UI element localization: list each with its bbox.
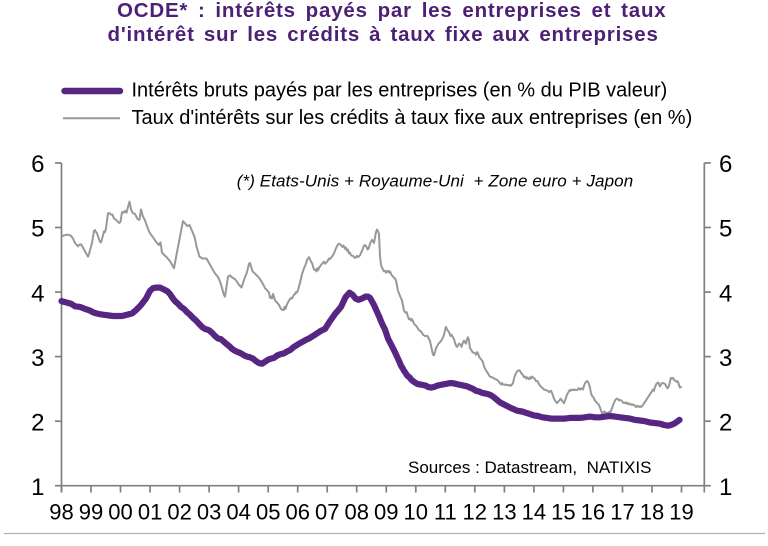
- svg-text:5: 5: [719, 216, 732, 243]
- svg-text:Sources : Datastream, NATIXIS: Sources : Datastream, NATIXIS: [408, 458, 651, 477]
- svg-text:2: 2: [31, 409, 44, 436]
- svg-text:00: 00: [108, 500, 132, 525]
- svg-text:6: 6: [719, 151, 732, 178]
- svg-text:19: 19: [669, 500, 693, 525]
- svg-text:05: 05: [256, 500, 280, 525]
- svg-text:08: 08: [344, 500, 368, 525]
- svg-text:06: 06: [285, 500, 309, 525]
- svg-text:2: 2: [719, 409, 732, 436]
- svg-text:18: 18: [640, 500, 664, 525]
- svg-text:07: 07: [315, 500, 339, 525]
- svg-text:3: 3: [31, 345, 44, 372]
- svg-text:13: 13: [492, 500, 516, 525]
- svg-text:99: 99: [79, 500, 103, 525]
- svg-text:3: 3: [719, 345, 732, 372]
- svg-text:12: 12: [463, 500, 487, 525]
- svg-text:15: 15: [551, 500, 575, 525]
- svg-text:4: 4: [31, 280, 44, 307]
- svg-text:17: 17: [610, 500, 634, 525]
- svg-text:01: 01: [138, 500, 162, 525]
- svg-text:d'intérêt sur les crédits à ta: d'intérêt sur les crédits à taux fixe au…: [108, 23, 659, 46]
- svg-text:Intérêts bruts payés par les e: Intérêts bruts payés par les entreprises…: [132, 80, 668, 102]
- svg-text:04: 04: [226, 500, 250, 525]
- svg-text:4: 4: [719, 280, 732, 307]
- svg-text:03: 03: [197, 500, 221, 525]
- svg-text:6: 6: [31, 151, 44, 178]
- svg-text:02: 02: [167, 500, 191, 525]
- svg-text:98: 98: [49, 500, 73, 525]
- svg-text:16: 16: [581, 500, 605, 525]
- svg-text:14: 14: [522, 500, 546, 525]
- svg-text:11: 11: [434, 500, 457, 525]
- svg-text:09: 09: [374, 500, 398, 525]
- svg-text:1: 1: [719, 474, 732, 501]
- svg-text:(*) Etats-Unis + Royaume-Uni: (*) Etats-Unis + Royaume-Uni + Zone euro…: [237, 172, 634, 191]
- svg-text:5: 5: [31, 216, 44, 243]
- svg-text:10: 10: [404, 500, 428, 525]
- svg-text:1: 1: [31, 474, 44, 501]
- svg-text:OCDE* : intérêts payés par les: OCDE* : intérêts payés par les entrepris…: [117, 0, 666, 22]
- svg-text:Taux d'intérêts sur les crédit: Taux d'intérêts sur les crédits à taux f…: [132, 107, 693, 129]
